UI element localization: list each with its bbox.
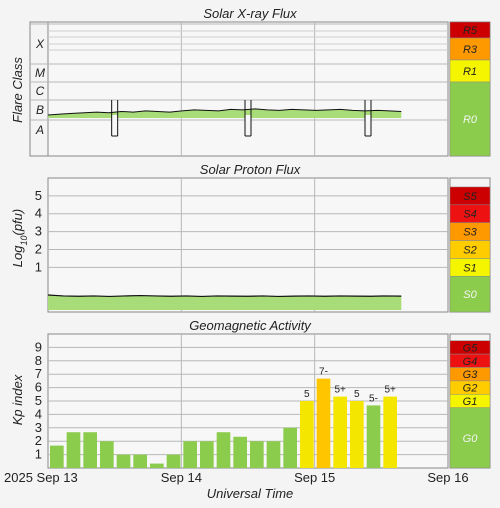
proton-ytick-label: 2: [35, 241, 42, 256]
kp-bar: [133, 454, 147, 468]
kp-bar: [183, 441, 197, 468]
kp-bar: [66, 432, 81, 468]
kp-bar-label: 5: [354, 389, 360, 400]
kp-bar: [283, 427, 297, 468]
xray-flux-line: [47, 108, 402, 116]
xray-scale-r3-label: R3: [463, 44, 478, 56]
kp-bar: [83, 432, 97, 468]
x-tick-label: 2025 Sep 13: [4, 470, 78, 485]
proton-scale-s0-box: [449, 275, 491, 313]
kp-bar: [300, 401, 314, 468]
kp-bar: [166, 454, 181, 468]
xray-scale-r1-label: R1: [463, 66, 477, 78]
geomag-scale-g0-box: [449, 407, 491, 469]
kp-bar: [50, 445, 64, 468]
proton-ytick-label: 1: [35, 259, 42, 274]
kp-bar: [100, 441, 114, 468]
geomag-scale-g1-label: G1: [463, 396, 478, 408]
kp-bar: [250, 441, 264, 468]
kp-ytick-label: 8: [35, 353, 42, 368]
proton-scale-s2-label: S2: [463, 244, 476, 256]
kp-ytick-label: 2: [35, 433, 42, 448]
x-axis: 2025 Sep 13 Sep 14 Sep 15 Sep 16: [4, 470, 469, 485]
proton-flux-shade: [48, 295, 402, 310]
xray-class-a-label: A: [35, 123, 44, 137]
proton-scale-s0-label: S0: [463, 289, 477, 301]
kp-bar-label: 5+: [384, 385, 396, 396]
xray-scale-r0-label: R0: [463, 114, 478, 126]
geomag-scale-g0-label: G0: [463, 433, 479, 445]
kp-bar: [266, 441, 281, 468]
xray-flux-shade: [48, 108, 402, 118]
kp-bar: [333, 396, 347, 468]
x-tick-label: Sep 15: [294, 470, 335, 485]
kp-bar: [383, 396, 397, 468]
xray-class-m-label: M: [35, 66, 45, 80]
proton-plot-area: [47, 177, 449, 313]
kp-bar: [150, 463, 164, 468]
kp-bar-label: 5+: [334, 385, 346, 396]
kp-bar: [366, 405, 381, 468]
kp-ytick-label: 7: [35, 366, 42, 381]
kp-bar-label: 5: [304, 389, 310, 400]
proton-scale-s5-label: S5: [463, 191, 477, 203]
proton-ytick-label: 5: [35, 188, 42, 203]
geomag-scale-g4-label: G4: [463, 356, 478, 368]
proton-ylabel: Log10(pfu): [10, 209, 29, 267]
kp-bar: [116, 454, 131, 468]
geomag-scale-g3-label: G3: [463, 369, 479, 381]
x-tick-label: Sep 14: [161, 470, 202, 485]
kp-ytick-label: 9: [35, 339, 42, 354]
kp-ytick-label: 3: [35, 420, 42, 435]
kp-bar: [200, 441, 214, 468]
xray-title: Solar X-ray Flux: [203, 6, 297, 21]
geomag-scale-g2-label: G2: [463, 383, 478, 395]
kp-bar: [316, 378, 331, 468]
xray-gap: [245, 114, 251, 153]
xray-gap: [365, 114, 371, 153]
proton-ytick-label: 4: [35, 206, 42, 221]
x-axis-label: Universal Time: [207, 486, 294, 501]
kp-ylabel: Kp index: [10, 374, 25, 425]
geomag-scale-g5-label: G5: [463, 342, 479, 354]
proton-scale-s1-label: S1: [463, 262, 476, 274]
xray-class-b-label: B: [36, 103, 44, 117]
kp-bar: [233, 436, 247, 468]
x-tick-label: Sep 16: [427, 470, 468, 485]
xray-ylabel: Flare Class: [10, 57, 25, 123]
xray-class-x-label: X: [35, 37, 45, 51]
kp-bar-label: 5-: [369, 393, 378, 404]
geomag-title: Geomagnetic Activity: [189, 318, 312, 333]
xray-class-c-label: C: [36, 84, 45, 98]
kp-bar: [350, 401, 364, 468]
kp-bar: [216, 432, 231, 468]
proton-scale-s4-label: S4: [463, 209, 476, 221]
kp-ytick-label: 6: [35, 380, 42, 395]
xray-gap: [111, 114, 118, 153]
xray-class-column: [29, 21, 49, 157]
kp-ytick-label: 5: [35, 393, 42, 408]
proton-title: Solar Proton Flux: [200, 162, 301, 177]
proton-panel: 1 2 3 4 5 S5 S4 S3 S2 S1 S0: [35, 177, 491, 313]
proton-flux-line: [47, 294, 402, 298]
kp-ytick-label: 4: [35, 406, 42, 421]
proton-scale-s3-label: S3: [463, 227, 477, 239]
kp-bar-label: 7-: [319, 367, 328, 378]
proton-ytick-label: 3: [35, 224, 42, 239]
xray-scale-r0-box: [449, 81, 491, 157]
kp-ytick-label: 1: [35, 447, 42, 462]
xray-scale-r5-label: R5: [463, 25, 478, 37]
